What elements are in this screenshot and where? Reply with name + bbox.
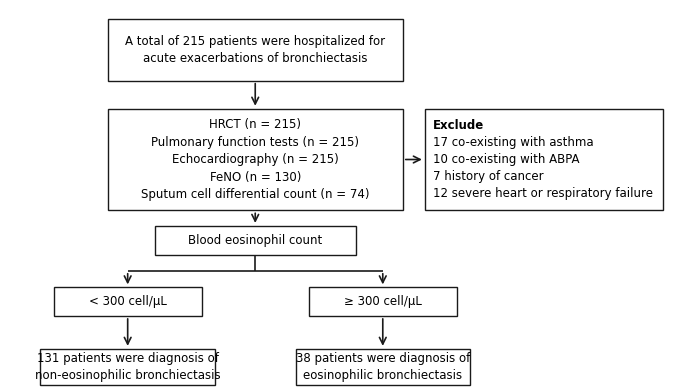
FancyBboxPatch shape (108, 19, 403, 81)
Text: A total of 215 patients were hospitalized for
acute exacerbations of bronchiecta: A total of 215 patients were hospitalize… (125, 35, 385, 65)
FancyBboxPatch shape (40, 349, 215, 385)
Text: 7 history of cancer: 7 history of cancer (433, 170, 543, 183)
FancyBboxPatch shape (108, 109, 403, 211)
Text: 131 patients were diagnosis of
non-eosinophilic bronchiectasis: 131 patients were diagnosis of non-eosin… (35, 352, 221, 382)
FancyBboxPatch shape (155, 226, 356, 254)
FancyBboxPatch shape (309, 287, 457, 316)
Text: 38 patients were diagnosis of
eosinophilic bronchiectasis: 38 patients were diagnosis of eosinophil… (296, 352, 470, 382)
FancyBboxPatch shape (54, 287, 201, 316)
Text: 10 co-existing with ABPA: 10 co-existing with ABPA (433, 153, 580, 166)
FancyBboxPatch shape (295, 349, 470, 385)
Text: ≥ 300 cell/μL: ≥ 300 cell/μL (344, 295, 422, 308)
Text: Exclude: Exclude (433, 120, 484, 132)
FancyBboxPatch shape (425, 109, 663, 211)
Text: 17 co-existing with asthma: 17 co-existing with asthma (433, 136, 593, 149)
Text: 12 severe heart or respiratory failure: 12 severe heart or respiratory failure (433, 187, 653, 200)
Text: < 300 cell/μL: < 300 cell/μL (89, 295, 166, 308)
Text: Blood eosinophil count: Blood eosinophil count (188, 234, 323, 247)
Text: HRCT (n = 215)
Pulmonary function tests (n = 215)
Echocardiography (n = 215)
FeN: HRCT (n = 215) Pulmonary function tests … (141, 118, 369, 201)
